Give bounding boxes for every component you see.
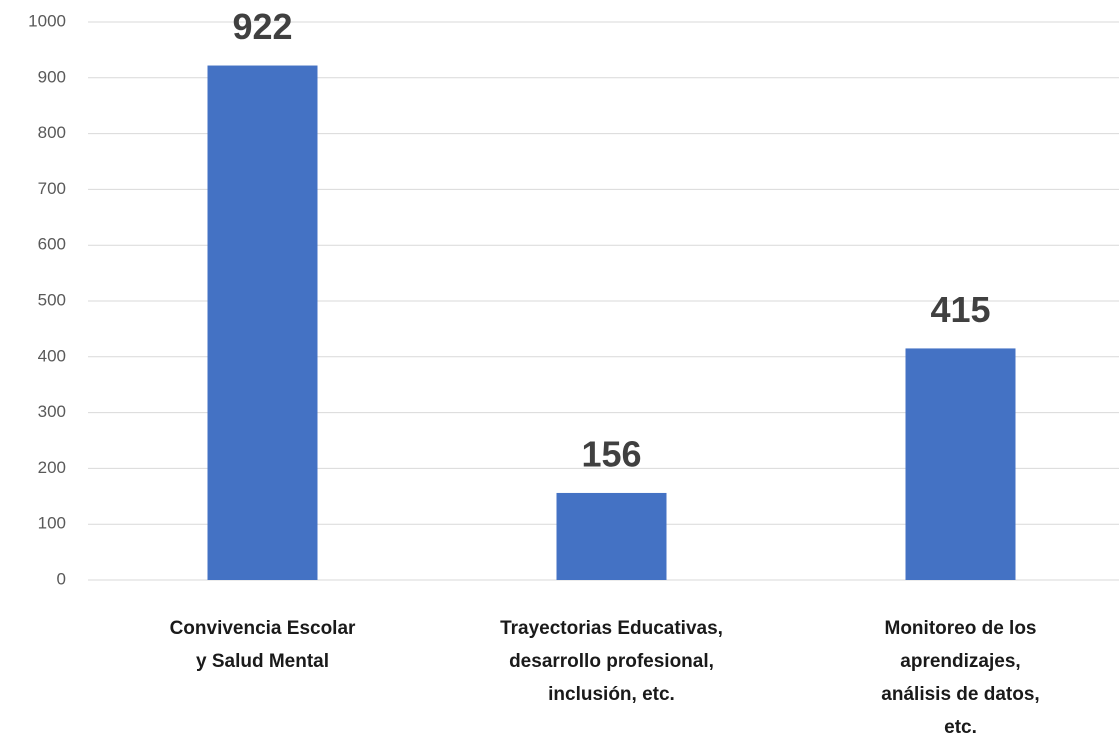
data-label: 922 xyxy=(232,6,292,47)
x-tick-label: Trayectorias Educativas, desarrollo prof… xyxy=(500,618,723,705)
data-label: 156 xyxy=(581,433,641,474)
x-tick-label: Monitoreo de los aprendizajes, análisis … xyxy=(881,618,1040,738)
y-tick-label: 500 xyxy=(38,290,66,309)
bar xyxy=(207,65,318,581)
bar xyxy=(556,492,667,580)
data-label: 415 xyxy=(930,289,990,330)
y-tick-label: 0 xyxy=(57,569,66,588)
x-tick-label: Convivencia Escolar y Salud Mental xyxy=(169,618,356,672)
y-tick-label: 300 xyxy=(38,402,66,421)
y-tick-label: 200 xyxy=(38,458,66,477)
y-tick-label: 800 xyxy=(38,123,66,142)
y-tick-label: 700 xyxy=(38,179,66,198)
y-tick-label: 400 xyxy=(38,346,66,365)
y-tick-label: 1000 xyxy=(28,11,66,30)
y-tick-label: 600 xyxy=(38,235,66,254)
y-tick-label: 900 xyxy=(38,67,66,86)
bar xyxy=(905,348,1016,580)
y-tick-label: 100 xyxy=(38,514,66,533)
